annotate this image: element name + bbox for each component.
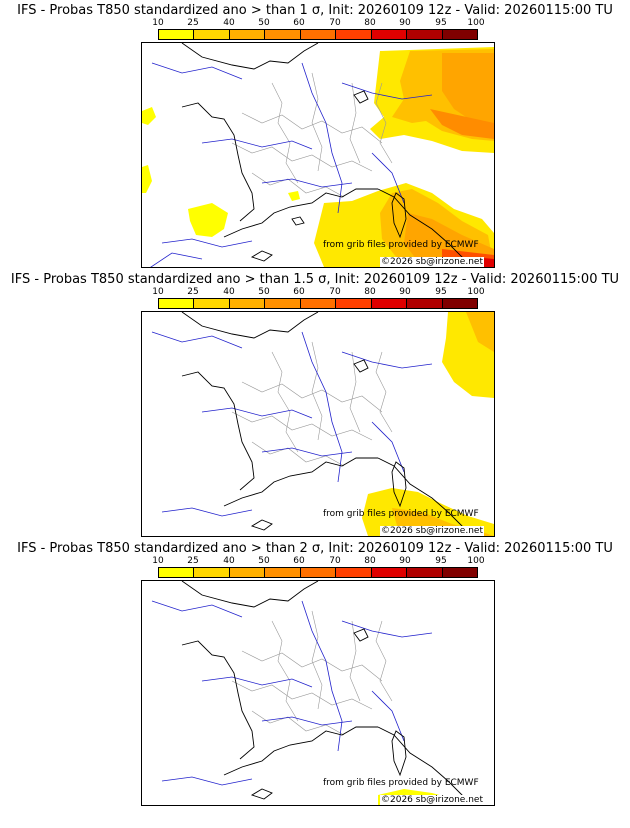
colorbar-swatch: [265, 299, 301, 308]
colorbar-tick: 10: [152, 287, 164, 297]
colorbar-tick: 25: [187, 287, 199, 297]
colorbar-swatch: [336, 30, 372, 39]
colorbar-tick: 40: [223, 556, 235, 566]
colorbar-ticks: 10 25 40 50 60 70 80 90 95 100: [152, 556, 484, 568]
colorbar-swatch: [159, 30, 195, 39]
france-probability-map: from grib files provided by ECMWF ©2026 …: [141, 42, 495, 268]
colorbar-swatch: [265, 30, 301, 39]
colorbar-swatch: [407, 568, 443, 577]
colorbar-swatch: [336, 299, 372, 308]
probability-shading: [142, 47, 494, 267]
map-canvas: [142, 43, 494, 267]
coastline: [181, 43, 477, 267]
colorbar-swatch: [442, 568, 477, 577]
map-canvas: [151, 312, 494, 536]
colorbar-swatch: [194, 568, 230, 577]
colorbar-tick: 95: [435, 287, 447, 297]
colorbar-tick: 95: [435, 556, 447, 566]
colorbar-tick: 50: [258, 287, 270, 297]
source-credit: from grib files provided by ECMWF: [323, 778, 479, 788]
colorbar-tick: 50: [258, 18, 270, 28]
colorbar-tick: 25: [187, 556, 199, 566]
colorbar-swatch: [300, 30, 337, 39]
france-probability-map: from grib files provided by ECMWF ©2026 …: [141, 580, 495, 806]
rivers: [150, 62, 433, 267]
probability-colorbar: [158, 298, 478, 309]
colorbar-tick: 10: [152, 18, 164, 28]
copyright-credit: ©2026 sb@irizone.net: [380, 526, 484, 536]
colorbar-tick: 60: [293, 18, 305, 28]
rivers: [151, 331, 433, 517]
map-canvas: [151, 581, 477, 805]
colorbar-tick: 40: [223, 287, 235, 297]
coastline: [181, 312, 477, 536]
colorbar-tick: 80: [364, 556, 376, 566]
colorbar-tick: 70: [329, 18, 341, 28]
panel-title: IFS - Probas T850 standardized ano > tha…: [17, 3, 613, 18]
colorbar-swatch: [442, 299, 477, 308]
colorbar-tick: 100: [467, 556, 485, 566]
colorbar-swatch: [265, 568, 301, 577]
colorbar-swatch: [229, 299, 266, 308]
colorbar-swatch: [229, 568, 266, 577]
colorbar-swatch: [442, 30, 477, 39]
colorbar-tick: 10: [152, 556, 164, 566]
colorbar-tick: 100: [467, 287, 485, 297]
probability-colorbar: [158, 29, 478, 40]
forecast-panel-1: IFS - Probas T850 standardized ano > tha…: [0, 0, 630, 270]
colorbar-swatch: [371, 299, 408, 308]
colorbar-ticks: 10 25 40 50 60 70 80 90 95 100: [152, 287, 484, 299]
colorbar-tick: 60: [293, 287, 305, 297]
source-credit: from grib files provided by ECMWF: [323, 240, 479, 250]
colorbar-swatch: [300, 299, 337, 308]
colorbar-tick: 80: [364, 18, 376, 28]
colorbar-tick: 60: [293, 556, 305, 566]
colorbar-tick: 70: [329, 287, 341, 297]
source-credit: from grib files provided by ECMWF: [323, 509, 479, 519]
colorbar-tick: 70: [329, 556, 341, 566]
colorbar-tick: 25: [187, 18, 199, 28]
colorbar-tick: 95: [435, 18, 447, 28]
colorbar-swatch: [300, 568, 337, 577]
colorbar-swatch: [159, 299, 195, 308]
colorbar-tick: 40: [223, 18, 235, 28]
colorbar-swatch: [229, 30, 266, 39]
colorbar-tick: 100: [467, 18, 485, 28]
colorbar-tick: 90: [399, 556, 411, 566]
forecast-panel-3: IFS - Probas T850 standardized ano > tha…: [0, 538, 630, 808]
colorbar-tick: 80: [364, 287, 376, 297]
france-probability-map: from grib files provided by ECMWF ©2026 …: [141, 311, 495, 537]
colorbar-tick: 90: [399, 18, 411, 28]
rivers: [151, 600, 433, 786]
panel-title: IFS - Probas T850 standardized ano > tha…: [17, 541, 613, 556]
panel-title: IFS - Probas T850 standardized ano > tha…: [10, 272, 620, 287]
colorbar-swatch: [407, 299, 443, 308]
colorbar-swatch: [371, 30, 408, 39]
forecast-panel-2: IFS - Probas T850 standardized ano > tha…: [0, 269, 630, 539]
country-borders: [231, 341, 393, 467]
colorbar-tick: 90: [399, 287, 411, 297]
coastline: [181, 581, 477, 805]
copyright-credit: ©2026 sb@irizone.net: [380, 257, 484, 267]
copyright-credit: ©2026 sb@irizone.net: [380, 795, 484, 805]
probability-shading: [362, 312, 494, 536]
colorbar-swatch: [336, 568, 372, 577]
colorbar-tick: 50: [258, 556, 270, 566]
colorbar-swatch: [407, 30, 443, 39]
colorbar-swatch: [194, 30, 230, 39]
colorbar-swatch: [159, 568, 195, 577]
country-borders: [231, 610, 393, 736]
country-borders: [231, 72, 393, 198]
colorbar-swatch: [194, 299, 230, 308]
colorbar-swatch: [371, 568, 408, 577]
colorbar-ticks: 10 25 40 50 60 70 80 90 95 100: [152, 18, 484, 30]
probability-colorbar: [158, 567, 478, 578]
